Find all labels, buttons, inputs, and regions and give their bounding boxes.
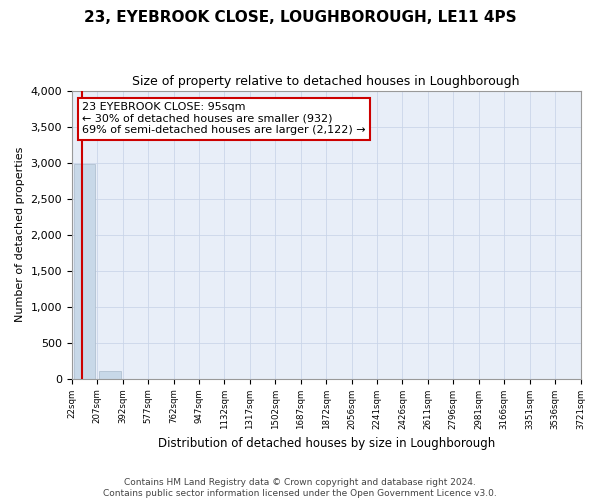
Bar bbox=[74, 164, 95, 378]
Bar bbox=[99, 370, 121, 378]
Text: 23, EYEBROOK CLOSE, LOUGHBOROUGH, LE11 4PS: 23, EYEBROOK CLOSE, LOUGHBOROUGH, LE11 4… bbox=[83, 10, 517, 25]
Text: Contains HM Land Registry data © Crown copyright and database right 2024.
Contai: Contains HM Land Registry data © Crown c… bbox=[103, 478, 497, 498]
Text: 23 EYEBROOK CLOSE: 95sqm
← 30% of detached houses are smaller (932)
69% of semi-: 23 EYEBROOK CLOSE: 95sqm ← 30% of detach… bbox=[82, 102, 365, 136]
Title: Size of property relative to detached houses in Loughborough: Size of property relative to detached ho… bbox=[133, 75, 520, 88]
X-axis label: Distribution of detached houses by size in Loughborough: Distribution of detached houses by size … bbox=[158, 437, 495, 450]
Y-axis label: Number of detached properties: Number of detached properties bbox=[15, 147, 25, 322]
